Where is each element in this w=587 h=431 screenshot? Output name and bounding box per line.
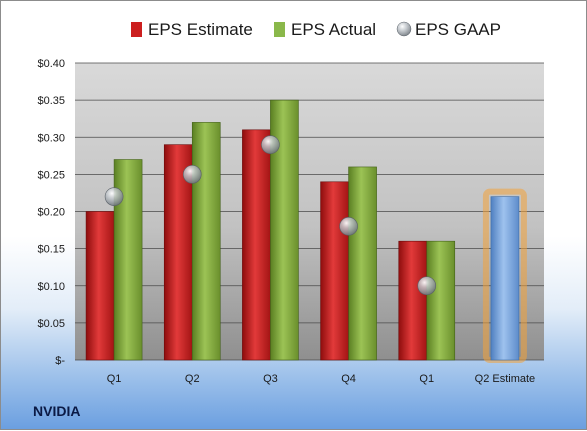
y-tick-label: $0.20 [37, 207, 65, 219]
bar-eps-estimate [398, 240, 428, 361]
y-tick-label: $0.30 [37, 132, 65, 144]
legend-label: EPS Actual [291, 20, 376, 39]
legend-label: EPS Estimate [148, 20, 253, 39]
y-tick-label: $0.15 [37, 244, 65, 256]
y-tick-label: $0.10 [37, 281, 65, 293]
legend-label: EPS GAAP [415, 20, 501, 39]
bar-eps-estimate [85, 211, 115, 361]
y-tick-label: $0.25 [37, 169, 65, 181]
marker-eps-gaap [261, 135, 280, 154]
legend-swatch [396, 21, 412, 37]
legend-swatch [274, 22, 285, 37]
x-tick-label: Q4 [341, 373, 356, 385]
marker-eps-gaap [339, 217, 358, 236]
company-label: NVIDIA [33, 403, 81, 419]
x-tick-label: Q1 [419, 373, 434, 385]
marker-eps-gaap [417, 276, 437, 296]
marker-eps-gaap [104, 187, 124, 206]
bar-eps-estimate [490, 196, 520, 361]
legend-swatch [131, 22, 142, 37]
y-tick-label: $- [55, 355, 65, 367]
y-tick-label: $0.40 [37, 58, 65, 70]
bar-eps-actual [348, 166, 377, 361]
x-tick-label: Q1 [107, 373, 122, 385]
bar-eps-actual [426, 240, 456, 361]
bar-eps-estimate [320, 181, 349, 361]
x-tick-label: Q3 [263, 373, 278, 385]
marker-eps-gaap [182, 165, 202, 184]
y-tick-label: $0.05 [37, 318, 65, 330]
x-tick-label: Q2 Estimate [475, 373, 536, 385]
bar-eps-actual [191, 122, 221, 361]
y-tick-label: $0.35 [37, 95, 65, 107]
bar-eps-estimate [242, 129, 271, 361]
x-tick-label: Q2 [185, 373, 200, 385]
